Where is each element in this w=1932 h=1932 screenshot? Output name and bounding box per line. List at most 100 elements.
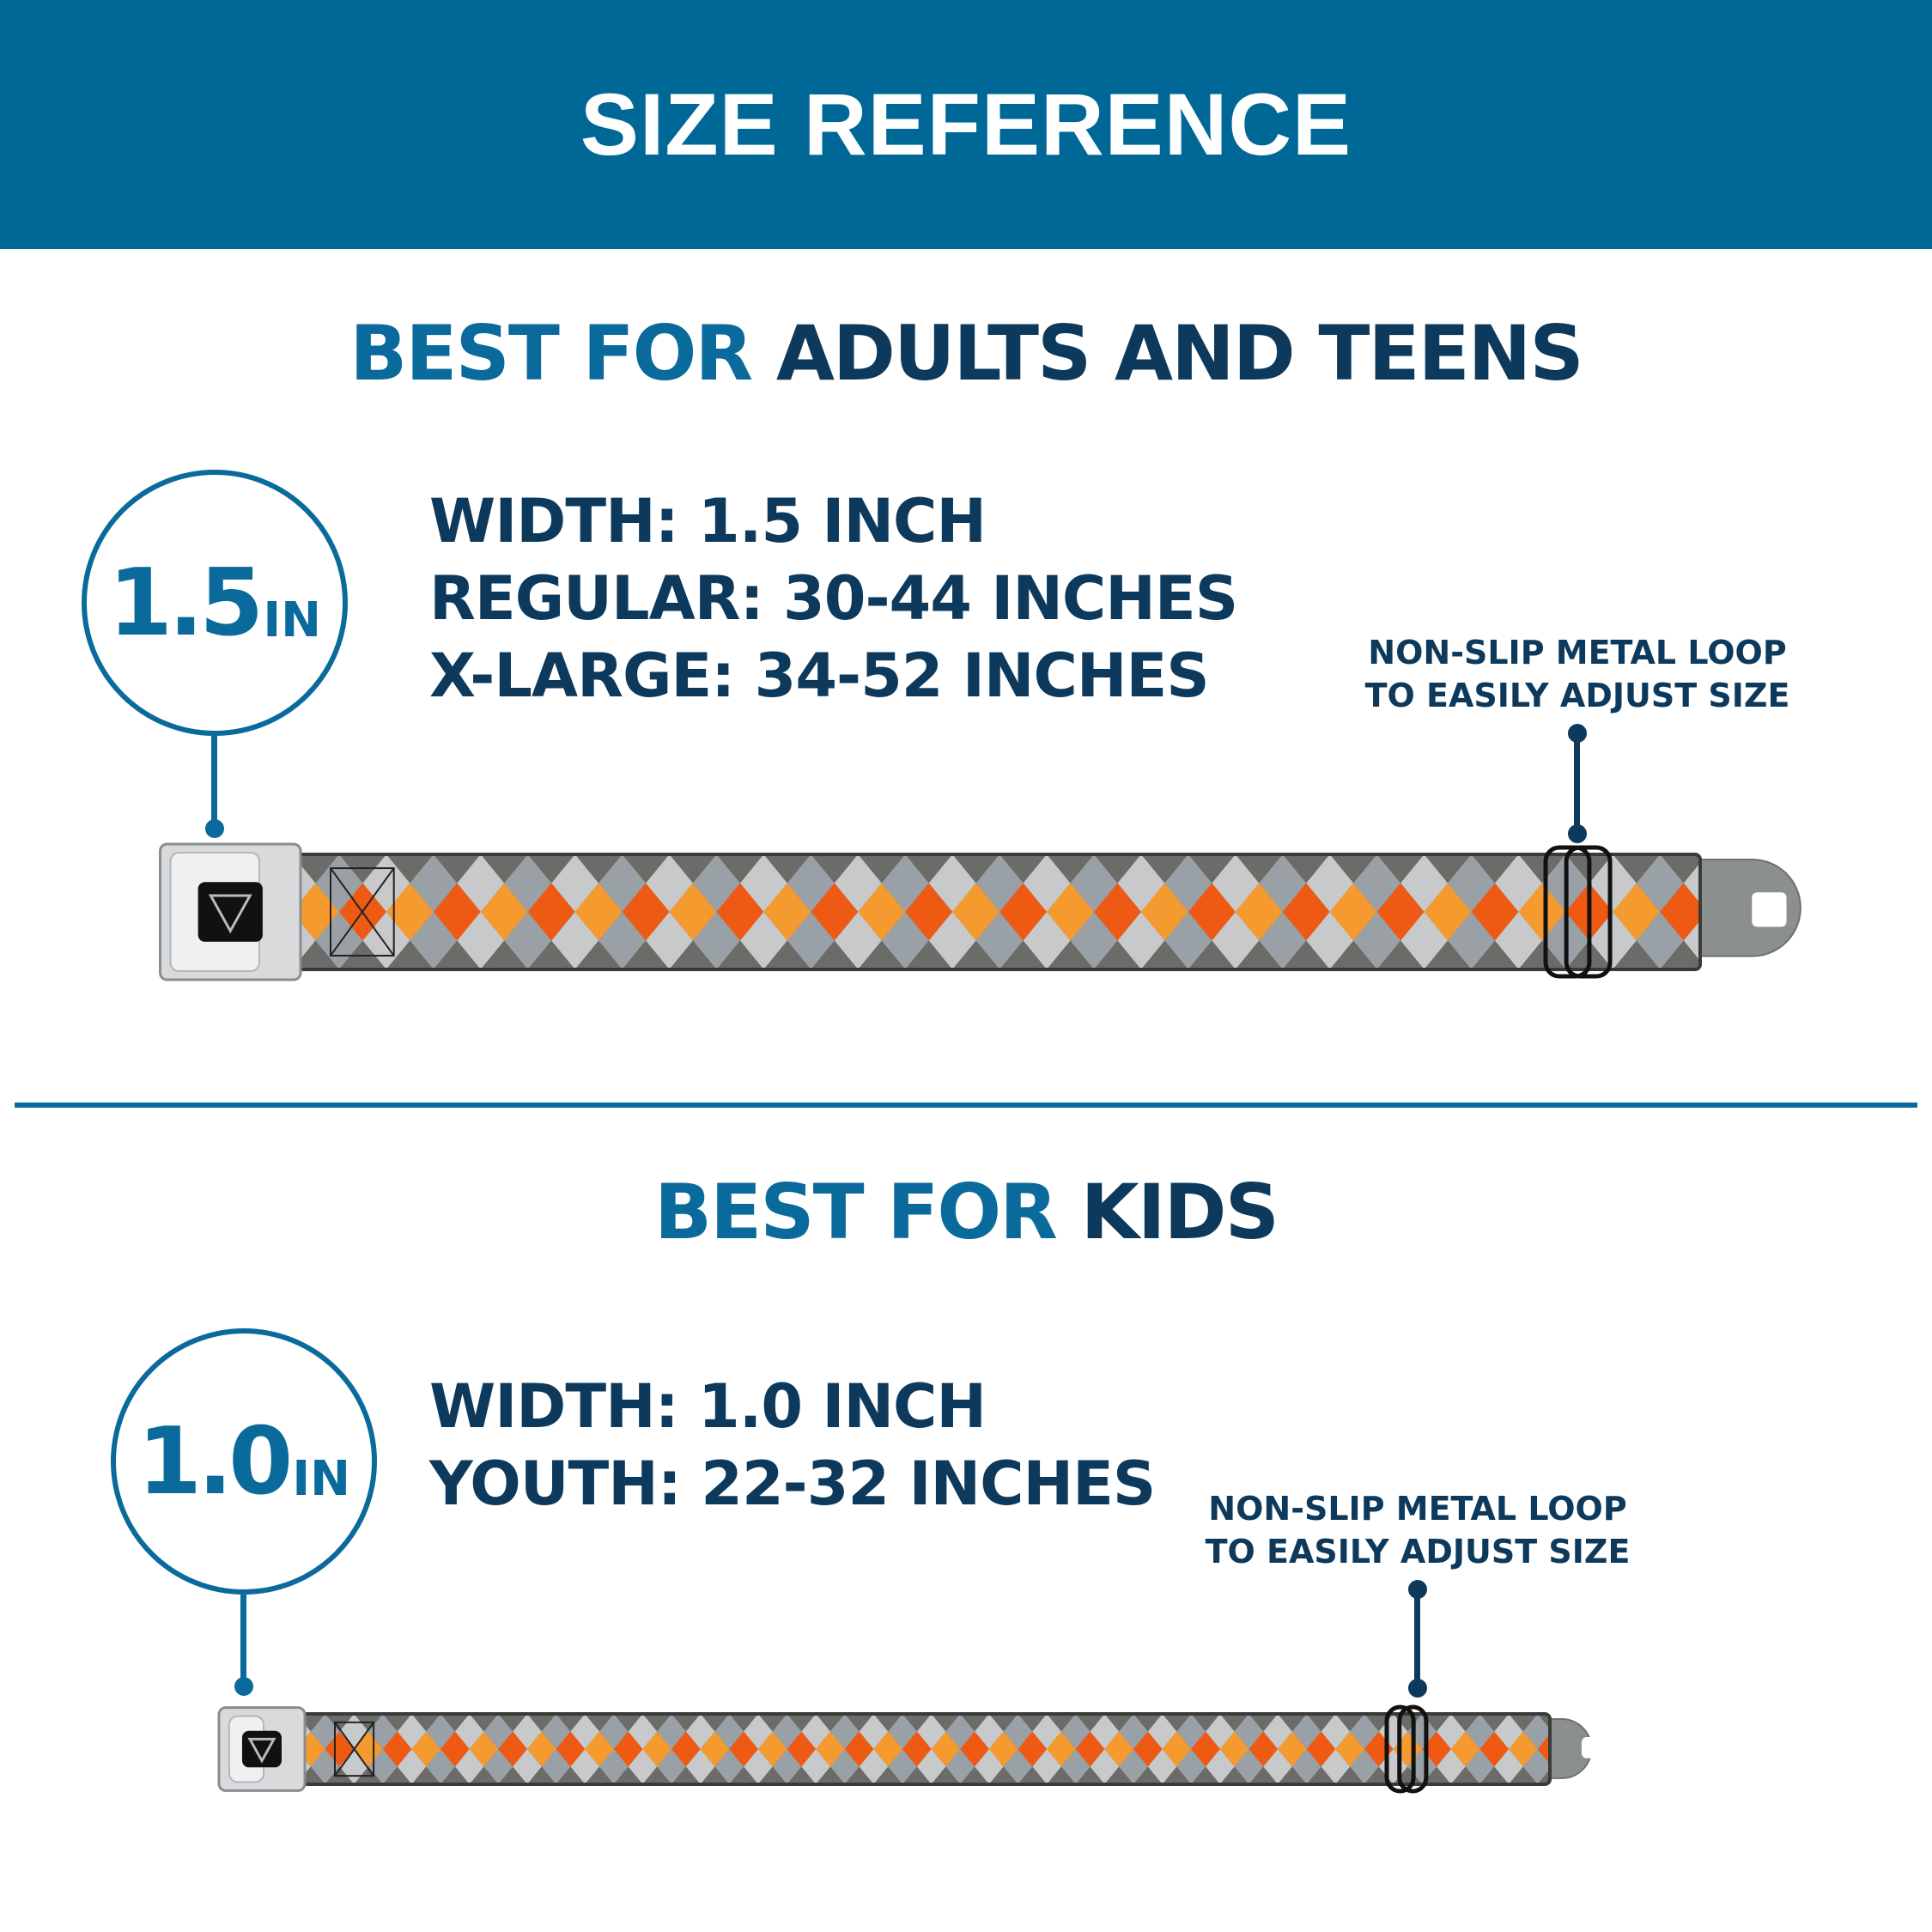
- argyle-diamond: [1424, 940, 1472, 969]
- argyle-diamond: [397, 1714, 427, 1749]
- argyle-diamond: [714, 1749, 744, 1784]
- argyle-diamond: [757, 1731, 787, 1767]
- argyle-diamond: [811, 940, 859, 969]
- argyle-diamond: [916, 1714, 946, 1749]
- argyle-diamond: [787, 1731, 817, 1767]
- badge-unit: IN: [263, 592, 322, 648]
- argyle-diamond: [988, 1766, 1018, 1784]
- argyle-diamond: [744, 1749, 773, 1784]
- argyle-diamond: [1335, 1766, 1364, 1784]
- argyle-diamond: [483, 1749, 513, 1784]
- adults-specs: WIDTH: 1.5 INCH REGULAR: 30-44 INCHES X-…: [429, 483, 1238, 714]
- argyle-diamond: [1537, 1766, 1550, 1784]
- buckle: [159, 842, 302, 981]
- argyle-diamond: [1450, 1766, 1480, 1784]
- argyle-diamond: [1003, 1714, 1033, 1749]
- argyle-diamond: [902, 1766, 932, 1784]
- badge-pointer-line: [240, 1595, 246, 1685]
- argyle-diamond: [411, 1766, 441, 1784]
- badge-number: 1.0: [137, 1407, 293, 1516]
- argyle-diamond: [1075, 1766, 1105, 1784]
- argyle-diamond: [1613, 940, 1661, 969]
- argyle-diamond: [642, 1731, 672, 1767]
- callout-dot-bottom: [1408, 1679, 1427, 1698]
- badge-pointer-line: [211, 736, 217, 826]
- argyle-diamond: [801, 1749, 830, 1784]
- argyle-diamond: [772, 1714, 802, 1749]
- argyle-diamond: [368, 1749, 398, 1784]
- argyle-diamond: [622, 940, 670, 969]
- spec-regular: REGULAR: 30-44 INCHES: [429, 563, 1238, 634]
- argyle-diamond: [628, 1714, 658, 1749]
- argyle-diamond: [440, 1731, 470, 1767]
- argyle-diamond: [960, 1731, 989, 1767]
- callout-line-1: NON-SLIP METAL LOOP: [1208, 1490, 1627, 1528]
- argyle-diamond: [1278, 1766, 1307, 1784]
- argyle-diamond: [325, 1766, 355, 1784]
- argyle-diamond: [1047, 1714, 1076, 1732]
- badge-pointer-dot: [234, 1677, 253, 1696]
- argyle-diamond: [669, 940, 717, 969]
- argyle-diamond: [628, 1749, 658, 1784]
- callout-line-2: TO EASILY ADJUST SIZE: [1205, 1533, 1631, 1571]
- stitch-box: [330, 867, 395, 957]
- argyle-diamond: [354, 1731, 383, 1767]
- argyle-diamond: [527, 883, 575, 941]
- argyle-diamond: [902, 1731, 932, 1767]
- argyle-diamond: [952, 940, 1000, 969]
- kids-belt-image: [217, 1704, 1603, 1794]
- argyle-diamond: [1018, 1714, 1048, 1732]
- header-banner: SIZE REFERENCE: [0, 0, 1932, 249]
- kids-section-title: BEST FOR KIDS: [0, 1168, 1932, 1256]
- badge-unit: IN: [292, 1450, 351, 1507]
- argyle-diamond: [671, 1731, 701, 1767]
- argyle-diamond: [556, 1766, 586, 1784]
- argyle-diamond: [1104, 1766, 1133, 1784]
- argyle-diamond: [763, 940, 811, 969]
- callout-dot-bottom: [1568, 824, 1587, 843]
- callout-line: [1574, 732, 1580, 830]
- argyle-diamond: [1565, 940, 1613, 969]
- width-badge-1-5: 1.5 IN: [82, 470, 348, 736]
- argyle-diamond: [657, 1749, 686, 1784]
- argyle-diamond: [772, 1749, 802, 1784]
- argyle-diamond: [905, 854, 953, 884]
- argyle-diamond: [483, 1714, 513, 1749]
- title-main: ADULTS AND TEENS: [775, 309, 1584, 398]
- argyle-diamond: [1471, 940, 1519, 969]
- argyle-diamond: [457, 912, 505, 969]
- argyle-diamond: [469, 1731, 499, 1767]
- argyle-diamond: [1249, 1766, 1279, 1784]
- stitch-box: [334, 1721, 375, 1777]
- argyle-diamond: [440, 1766, 470, 1784]
- argyle-diamond: [960, 1766, 989, 1784]
- argyle-diamond: [1047, 1731, 1076, 1767]
- argyle-diamond: [859, 1749, 889, 1784]
- kids-loop-callout: NON-SLIP METAL LOOP TO EASILY ADJUST SIZ…: [1160, 1487, 1675, 1573]
- spec-xlarge: X-LARGE: 34-52 INCHES: [429, 641, 1210, 711]
- badge-pointer-dot: [205, 819, 224, 838]
- argyle-diamond: [716, 940, 764, 969]
- argyle-diamond: [905, 883, 953, 941]
- argyle-diamond: [975, 1749, 1004, 1784]
- callout-line-1: NON-SLIP METAL LOOP: [1368, 634, 1787, 671]
- argyle-diamond: [844, 1731, 874, 1767]
- argyle-diamond: [556, 1714, 586, 1732]
- argyle-diamond: [1191, 1766, 1220, 1784]
- argyle-diamond: [1018, 1766, 1048, 1784]
- argyle-diamond: [858, 940, 906, 969]
- argyle-diamond: [1047, 940, 1094, 969]
- argyle-diamond: [729, 1731, 758, 1767]
- argyle-diamond: [411, 1731, 441, 1767]
- argyle-diamond: [1479, 1766, 1510, 1784]
- width-badge-1-0: 1.0 IN: [111, 1328, 377, 1595]
- argyle-diamond: [975, 1714, 1004, 1749]
- metal-loop: [1384, 1704, 1429, 1794]
- argyle-diamond: [1093, 940, 1141, 969]
- argyle-diamond: [816, 1766, 845, 1784]
- argyle-diamond: [1018, 1731, 1048, 1767]
- argyle-diamond: [498, 1731, 527, 1767]
- argyle-diamond: [844, 1766, 874, 1784]
- argyle-diamond: [685, 1714, 715, 1749]
- adults-section-title: BEST FOR ADULTS AND TEENS: [0, 309, 1932, 398]
